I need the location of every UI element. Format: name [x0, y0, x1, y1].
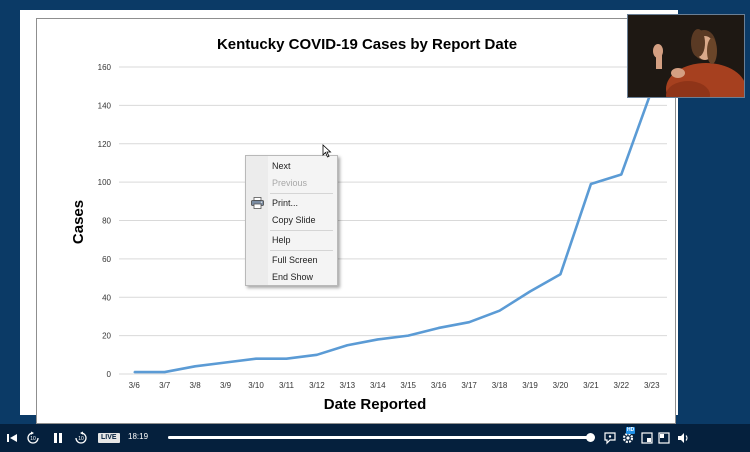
- progress-bar-fill: [168, 436, 591, 439]
- forward-10-icon[interactable]: 10: [74, 431, 88, 445]
- x-tick-label: 3/6: [129, 381, 141, 390]
- menu-icon-gutter: [246, 156, 268, 285]
- x-tick-label: 3/7: [159, 381, 171, 390]
- context-menu: Next Previous Print... Copy Slide Help F…: [245, 155, 338, 286]
- menu-item-full-screen[interactable]: Full Screen: [272, 255, 318, 265]
- playback-time: 18:19: [128, 432, 149, 441]
- y-tick-label: 60: [102, 255, 111, 264]
- interpreter-video-frame: [628, 15, 744, 97]
- menu-item-next[interactable]: Next: [272, 161, 291, 171]
- x-tick-label: 3/15: [400, 381, 416, 390]
- miniplayer-icon[interactable]: [640, 431, 654, 445]
- menu-separator: [270, 250, 333, 251]
- y-axis-ticks: 0 20 40 60 80 100 120 140 160: [98, 63, 112, 379]
- x-tick-label: 3/12: [309, 381, 325, 390]
- chart-grid: [119, 66, 667, 375]
- x-tick-label: 3/9: [220, 381, 232, 390]
- mouse-cursor-icon: [322, 144, 332, 158]
- progress-bar-handle[interactable]: [586, 433, 596, 442]
- x-tick-label: 3/22: [614, 381, 630, 390]
- x-tick-label: 3/19: [522, 381, 538, 390]
- data-point: [468, 321, 470, 323]
- captions-icon[interactable]: [603, 431, 617, 445]
- settings-icon[interactable]: [621, 431, 635, 445]
- x-tick-label: 3/11: [279, 381, 295, 390]
- progress-bar[interactable]: [168, 433, 596, 442]
- data-point: [590, 183, 592, 185]
- x-tick-label: 3/13: [340, 381, 356, 390]
- menu-item-end-show[interactable]: End Show: [272, 272, 314, 282]
- hd-badge: HD: [626, 427, 636, 434]
- menu-item-help[interactable]: Help: [272, 235, 291, 245]
- slide: Kentucky COVID-19 Cases by Report Date 0…: [20, 10, 678, 424]
- data-point: [133, 371, 136, 373]
- y-tick-label: 100: [98, 178, 112, 187]
- chart-title: Kentucky COVID-19 Cases by Report Date: [217, 36, 517, 53]
- data-point: [437, 327, 440, 329]
- y-axis-title: Cases: [70, 200, 87, 244]
- data-point: [346, 344, 349, 347]
- menu-item-previous[interactable]: Previous: [272, 178, 308, 188]
- sign-language-interpreter-video: [627, 14, 745, 98]
- x-tick-label: 3/20: [553, 381, 569, 390]
- x-tick-label: 3/18: [492, 381, 508, 390]
- menu-separator: [270, 193, 333, 194]
- x-tick-label: 3/16: [431, 381, 447, 390]
- data-point: [559, 273, 562, 276]
- svg-text:10: 10: [78, 436, 84, 442]
- printer-icon: [251, 197, 264, 209]
- skip-back-icon[interactable]: [5, 431, 19, 445]
- data-point: [620, 173, 623, 176]
- chart: Kentucky COVID-19 Cases by Report Date 0…: [70, 36, 667, 413]
- live-badge[interactable]: LIVE: [98, 433, 120, 443]
- menu-item-copy-slide[interactable]: Copy Slide: [272, 215, 316, 225]
- y-tick-label: 160: [98, 63, 112, 72]
- data-point: [529, 290, 531, 293]
- data-point: [316, 354, 318, 356]
- x-tick-label: 3/14: [370, 381, 386, 390]
- chart-series: [133, 89, 654, 374]
- data-point: [255, 357, 257, 360]
- x-tick-label: 3/21: [583, 381, 599, 390]
- y-tick-label: 20: [102, 332, 111, 341]
- menu-separator: [270, 230, 333, 231]
- x-tick-label: 3/8: [190, 381, 202, 390]
- data-point: [376, 338, 379, 341]
- data-point: [498, 309, 501, 312]
- y-tick-label: 120: [98, 140, 112, 149]
- y-tick-label: 0: [107, 370, 112, 379]
- video-player-controls: 10 10 LIVE 18:19 HD: [0, 424, 750, 452]
- data-point: [224, 361, 227, 364]
- pip-icon[interactable]: [657, 431, 671, 445]
- data-point: [407, 334, 410, 337]
- y-tick-label: 40: [102, 293, 111, 302]
- x-tick-label: 3/17: [461, 381, 477, 390]
- series-line: [134, 89, 654, 374]
- menu-item-print[interactable]: Print...: [272, 198, 299, 208]
- pause-icon[interactable]: [51, 431, 65, 445]
- data-point: [194, 365, 196, 368]
- y-tick-label: 140: [98, 101, 112, 110]
- x-tick-label: 3/23: [644, 381, 660, 390]
- rewind-10-icon[interactable]: 10: [26, 431, 40, 445]
- y-tick-label: 80: [102, 217, 111, 226]
- x-axis-title: Date Reported: [324, 396, 427, 413]
- data-point: [163, 371, 166, 373]
- data-point: [285, 357, 288, 360]
- svg-text:10: 10: [30, 436, 36, 442]
- x-tick-label: 3/10: [248, 381, 264, 390]
- volume-icon[interactable]: [676, 431, 690, 445]
- chart-frame: Kentucky COVID-19 Cases by Report Date 0…: [36, 18, 676, 424]
- x-axis-ticks: 3/6 3/7 3/8 3/9 3/10 3/11 3/12 3/13 3/14 3/15 3/16…: [129, 381, 660, 390]
